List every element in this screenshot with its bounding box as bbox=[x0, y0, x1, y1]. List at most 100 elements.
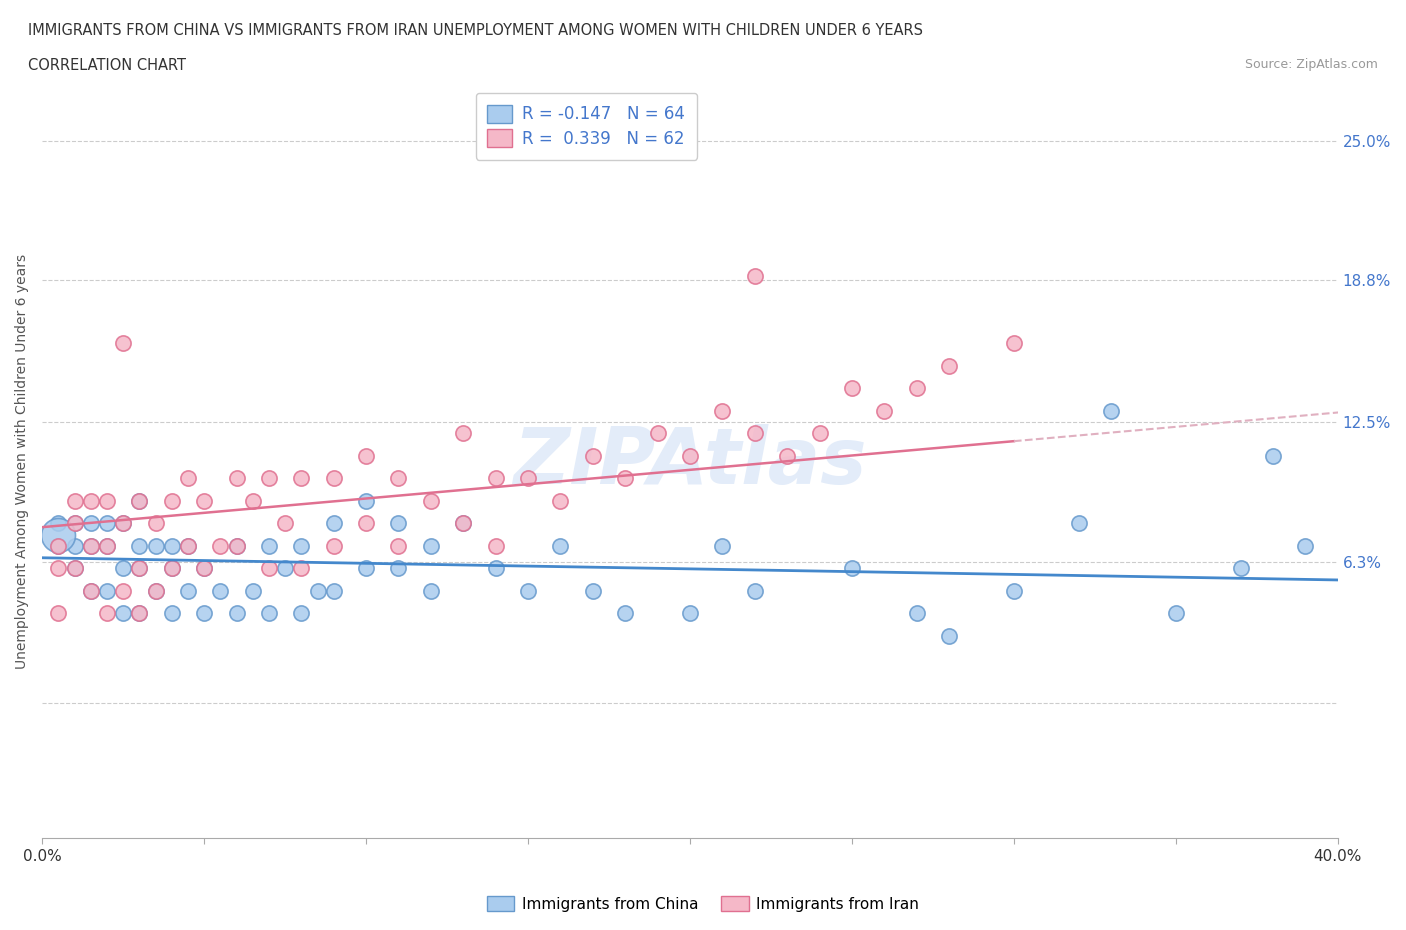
Point bbox=[419, 583, 441, 598]
Point bbox=[128, 494, 150, 509]
Point bbox=[517, 471, 540, 485]
Point bbox=[776, 448, 799, 463]
Point bbox=[873, 404, 896, 418]
Point bbox=[63, 561, 86, 576]
Point bbox=[290, 561, 312, 576]
Point bbox=[112, 336, 135, 351]
Point bbox=[614, 606, 637, 621]
Point bbox=[517, 583, 540, 598]
Point bbox=[322, 471, 344, 485]
Point bbox=[387, 516, 409, 531]
Text: CORRELATION CHART: CORRELATION CHART bbox=[28, 58, 186, 73]
Point bbox=[112, 561, 135, 576]
Point bbox=[112, 516, 135, 531]
Point bbox=[63, 494, 86, 509]
Point bbox=[48, 538, 70, 553]
Point bbox=[744, 583, 766, 598]
Point bbox=[451, 516, 474, 531]
Point bbox=[80, 538, 103, 553]
Point bbox=[322, 516, 344, 531]
Point bbox=[128, 606, 150, 621]
Point bbox=[112, 516, 135, 531]
Point bbox=[48, 606, 70, 621]
Point bbox=[96, 538, 118, 553]
Point bbox=[128, 561, 150, 576]
Point bbox=[225, 538, 247, 553]
Point bbox=[112, 583, 135, 598]
Point bbox=[96, 606, 118, 621]
Point bbox=[145, 516, 167, 531]
Point bbox=[679, 448, 702, 463]
Y-axis label: Unemployment Among Women with Children Under 6 years: Unemployment Among Women with Children U… bbox=[15, 254, 30, 670]
Point bbox=[744, 426, 766, 441]
Point bbox=[1099, 404, 1122, 418]
Point bbox=[63, 516, 86, 531]
Point bbox=[550, 494, 572, 509]
Point bbox=[48, 538, 70, 553]
Text: ZIPAtlas: ZIPAtlas bbox=[513, 423, 866, 499]
Point bbox=[225, 538, 247, 553]
Point bbox=[193, 561, 215, 576]
Point bbox=[96, 538, 118, 553]
Point bbox=[225, 606, 247, 621]
Point bbox=[177, 583, 200, 598]
Point bbox=[112, 606, 135, 621]
Point bbox=[290, 538, 312, 553]
Point bbox=[63, 516, 86, 531]
Point bbox=[145, 538, 167, 553]
Point bbox=[80, 583, 103, 598]
Point bbox=[938, 629, 960, 644]
Point bbox=[1002, 336, 1025, 351]
Point bbox=[387, 538, 409, 553]
Point bbox=[485, 561, 508, 576]
Point bbox=[63, 561, 86, 576]
Point bbox=[354, 516, 377, 531]
Text: Source: ZipAtlas.com: Source: ZipAtlas.com bbox=[1244, 58, 1378, 71]
Point bbox=[48, 527, 70, 542]
Point bbox=[841, 561, 863, 576]
Point bbox=[160, 561, 183, 576]
Point bbox=[209, 583, 232, 598]
Point bbox=[451, 516, 474, 531]
Legend: Immigrants from China, Immigrants from Iran: Immigrants from China, Immigrants from I… bbox=[481, 889, 925, 918]
Point bbox=[193, 494, 215, 509]
Point bbox=[711, 538, 734, 553]
Text: IMMIGRANTS FROM CHINA VS IMMIGRANTS FROM IRAN UNEMPLOYMENT AMONG WOMEN WITH CHIL: IMMIGRANTS FROM CHINA VS IMMIGRANTS FROM… bbox=[28, 23, 924, 38]
Point bbox=[647, 426, 669, 441]
Point bbox=[96, 583, 118, 598]
Point bbox=[177, 538, 200, 553]
Point bbox=[209, 538, 232, 553]
Point bbox=[80, 583, 103, 598]
Point bbox=[485, 471, 508, 485]
Point bbox=[160, 494, 183, 509]
Point bbox=[80, 494, 103, 509]
Point bbox=[744, 269, 766, 284]
Point bbox=[905, 381, 928, 396]
Point bbox=[711, 404, 734, 418]
Point bbox=[582, 448, 605, 463]
Point bbox=[274, 561, 297, 576]
Point bbox=[322, 538, 344, 553]
Point bbox=[1067, 516, 1090, 531]
Point bbox=[614, 471, 637, 485]
Point bbox=[354, 561, 377, 576]
Point bbox=[1294, 538, 1316, 553]
Point bbox=[354, 494, 377, 509]
Point bbox=[1164, 606, 1187, 621]
Point bbox=[128, 561, 150, 576]
Point bbox=[80, 516, 103, 531]
Point bbox=[128, 538, 150, 553]
Point bbox=[242, 583, 264, 598]
Point bbox=[808, 426, 831, 441]
Point bbox=[257, 471, 280, 485]
Point bbox=[160, 561, 183, 576]
Point bbox=[290, 606, 312, 621]
Point bbox=[257, 561, 280, 576]
Point bbox=[193, 606, 215, 621]
Point bbox=[354, 448, 377, 463]
Point bbox=[193, 561, 215, 576]
Point bbox=[322, 583, 344, 598]
Point bbox=[938, 359, 960, 374]
Point bbox=[48, 516, 70, 531]
Point bbox=[419, 538, 441, 553]
